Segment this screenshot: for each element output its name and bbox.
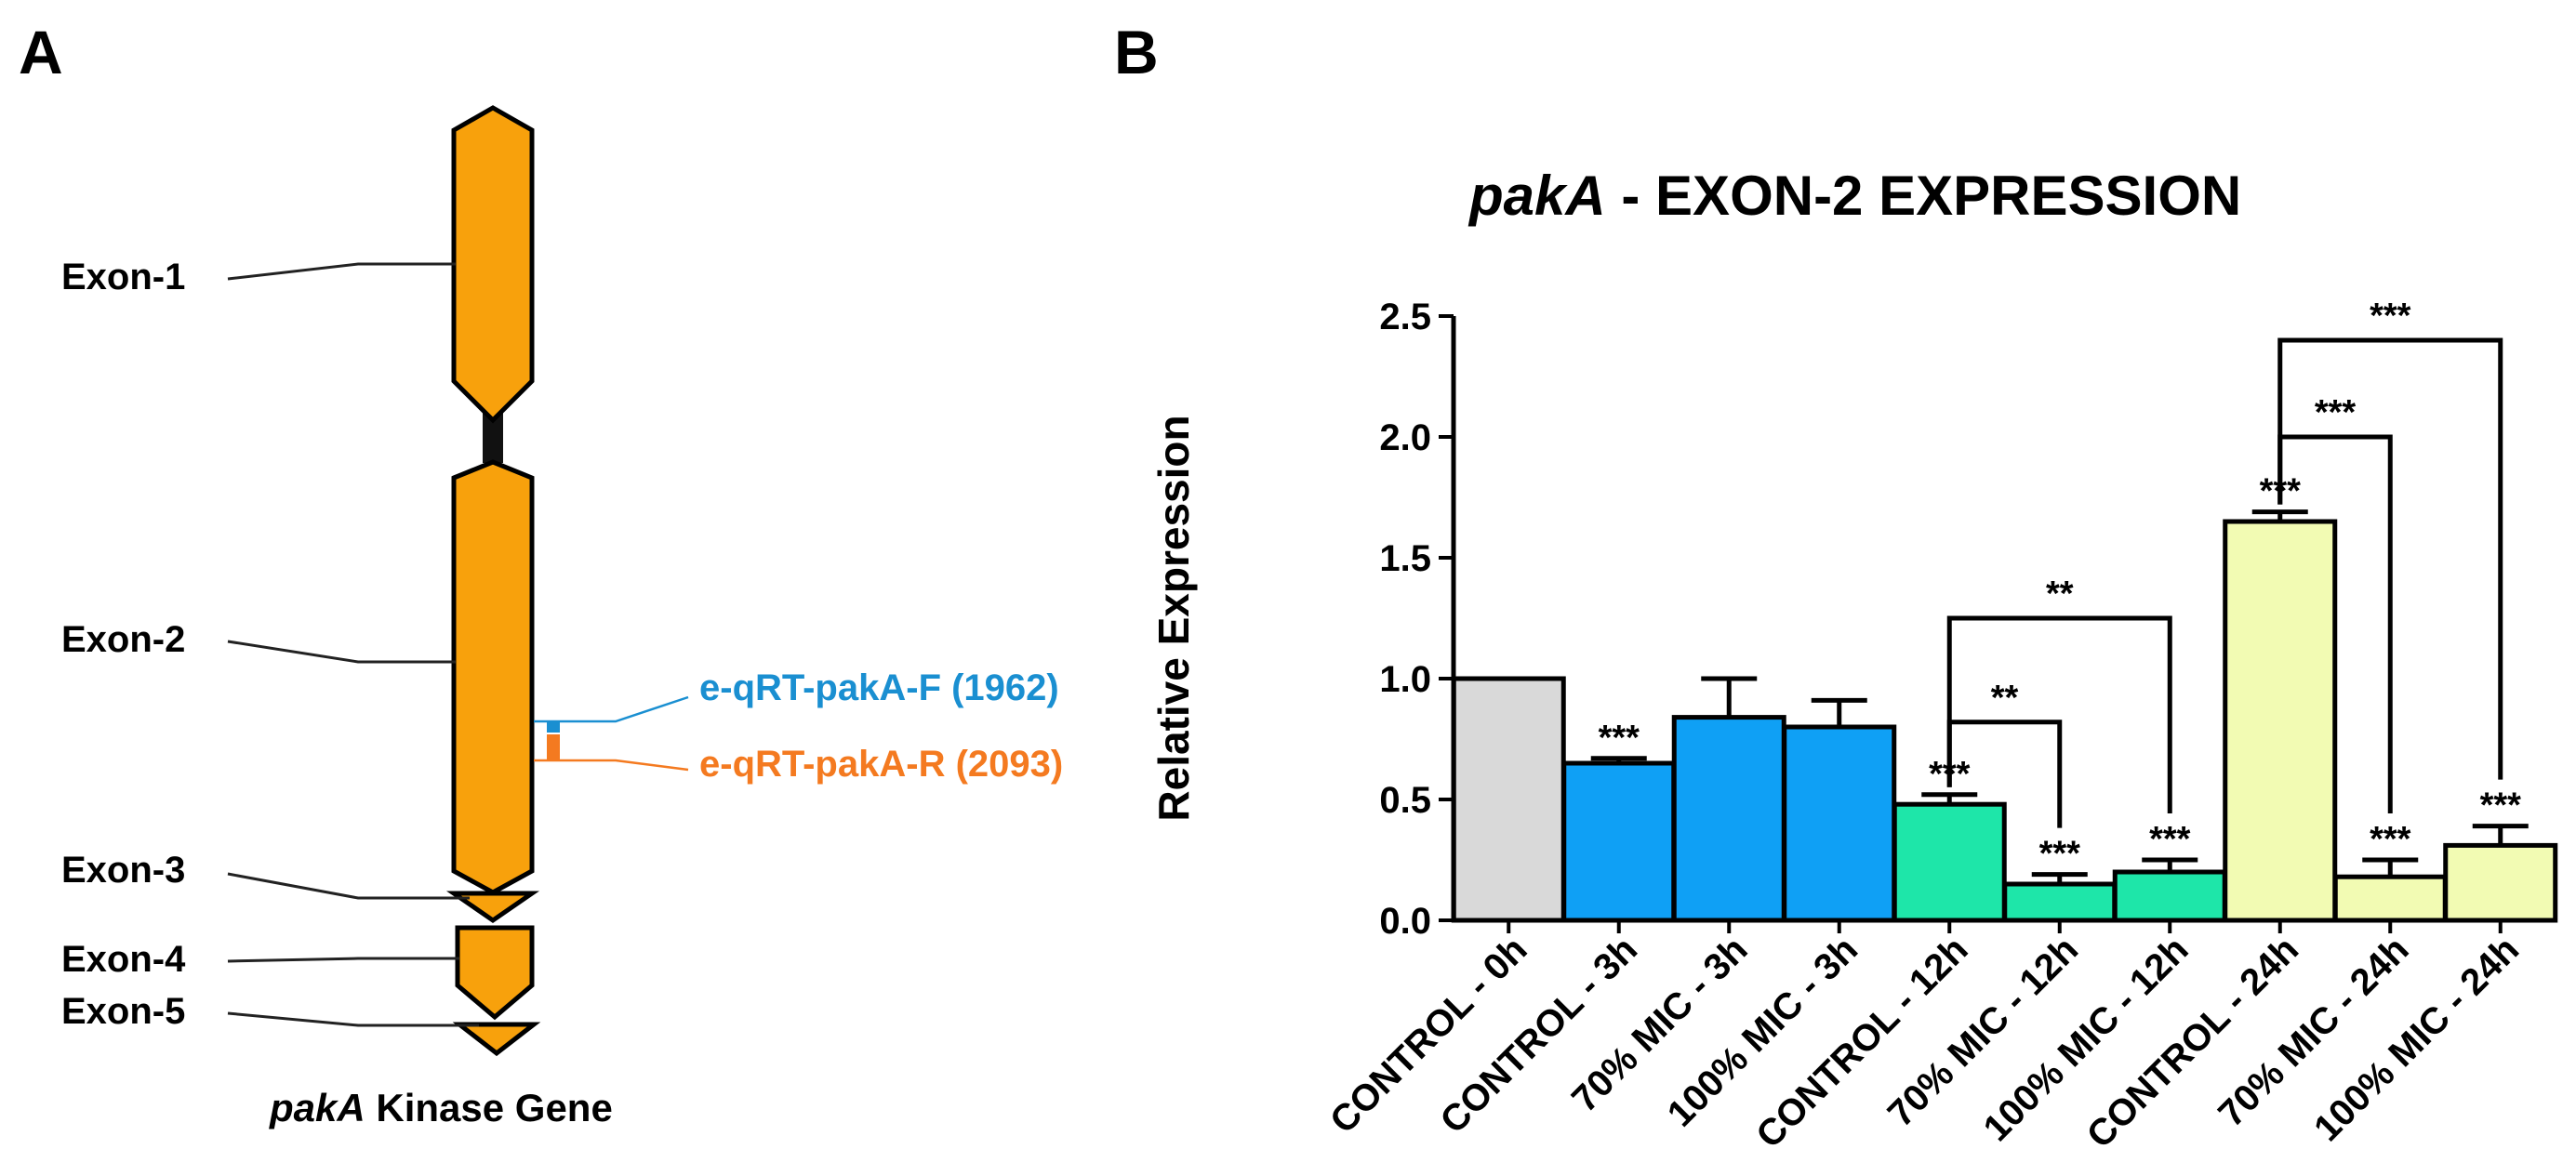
bar-chart: 0.0 0.5 1.0 1.5 2.0 2.5 Relative Expression CON…	[1149, 297, 2558, 1149]
exon-3-shape	[445, 891, 540, 924]
bracket-label: **	[2046, 574, 2074, 614]
gene-caption-italic: pakA	[270, 1086, 365, 1129]
exon-5-leader	[227, 1011, 479, 1027]
y-tick-label: 1.0	[1379, 659, 1431, 700]
primer-reverse-leader	[534, 759, 689, 772]
exon-3-label: Exon-3	[61, 850, 186, 891]
exon-1-label: Exon-1	[61, 257, 186, 297]
y-axis-label: Relative Expression	[1149, 415, 1198, 821]
exon-1-shape	[451, 105, 535, 424]
comparison-bracket	[1946, 615, 2172, 813]
exon-2-leader	[227, 640, 456, 664]
primer-forward-leader	[534, 695, 689, 723]
x-tick-label: 70% MIC - 12h	[1880, 929, 2086, 1134]
x-tick-label: 100% MIC - 12h	[1976, 929, 2197, 1149]
y-tick-label: 2.5	[1379, 297, 1431, 337]
exon-5-shape	[452, 1022, 541, 1057]
bracket-label: ***	[2370, 297, 2411, 336]
exon-5-label: Exon-5	[61, 991, 186, 1032]
bar	[1782, 724, 1897, 923]
exon-4-leader	[227, 957, 459, 963]
primer-forward-label: e-qRT-pakA-F (1962)	[699, 667, 1059, 708]
bar	[2443, 842, 2558, 923]
chart-title-rest: - EXON-2 EXPRESSION	[1605, 165, 2242, 227]
chart-title: pakA - EXON-2 EXPRESSION	[1469, 164, 2241, 228]
gene-caption: pakA Kinase Gene	[270, 1086, 613, 1130]
significance-label: ***	[1599, 719, 1640, 758]
bar	[2332, 874, 2448, 923]
significance-label: ***	[2370, 820, 2411, 859]
bracket-label: ***	[2315, 393, 2357, 432]
bar	[2002, 881, 2118, 923]
y-tick-label: 2.0	[1379, 417, 1431, 458]
bar	[2223, 519, 2338, 923]
intron-1-2	[483, 409, 503, 463]
exon-1-leader	[227, 262, 456, 281]
panel-b-letter: B	[1114, 18, 1159, 86]
exon-4-shape	[455, 925, 535, 1021]
exon-2-label: Exon-2	[61, 619, 186, 660]
primer-forward-mark	[547, 721, 560, 733]
significance-label: ***	[2039, 835, 2081, 874]
x-tick-label: CONTROL - 0h	[1322, 929, 1535, 1142]
exon-2-shape	[451, 459, 535, 895]
gene-caption-rest: Kinase Gene	[365, 1086, 613, 1129]
comparison-bracket	[2277, 337, 2503, 780]
gene-diagram	[227, 105, 689, 1057]
x-tick-label: 70% MIC - 24h	[2211, 929, 2416, 1134]
primer-reverse-label: e-qRT-pakA-R (2093)	[699, 744, 1064, 785]
primer-reverse-mark	[547, 734, 560, 760]
bar	[1671, 715, 1786, 923]
chart-title-italic: pakA	[1469, 165, 1606, 227]
exon-4-label: Exon-4	[61, 939, 186, 980]
bar	[1451, 676, 1566, 923]
y-tick-label: 0.0	[1379, 901, 1431, 942]
bar	[1561, 760, 1677, 923]
bar	[2112, 869, 2227, 923]
exon-3-leader	[227, 872, 470, 900]
x-tick-label: CONTROL - 3h	[1433, 929, 1646, 1142]
significance-label: ***	[2149, 820, 2191, 859]
x-tick-label: 100% MIC - 3h	[1660, 929, 1866, 1134]
x-tick-label: 100% MIC - 24h	[2306, 929, 2527, 1149]
significance-label: ***	[2480, 786, 2522, 825]
y-tick-label: 0.5	[1379, 780, 1431, 821]
y-tick-label: 1.5	[1379, 538, 1431, 579]
bar	[1892, 801, 2007, 923]
bracket-label: **	[1991, 679, 2019, 718]
panel-a-letter: A	[19, 18, 63, 86]
